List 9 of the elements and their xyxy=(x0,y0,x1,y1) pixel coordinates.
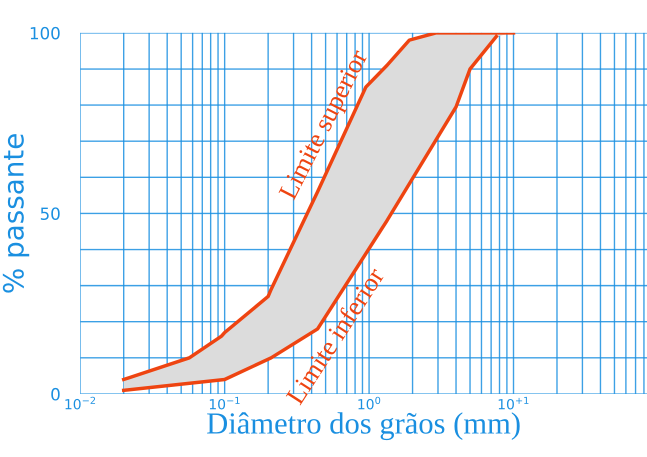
x-tick-label: 10$^{+1}$ xyxy=(498,396,528,410)
y-tick-label: 50 xyxy=(40,207,60,220)
y-tick-label: 0 xyxy=(51,388,60,401)
x-tick-label: 10$^{0}$ xyxy=(358,396,380,410)
y-axis-title: % passante xyxy=(2,134,30,293)
y-tick-label: 100 xyxy=(30,26,60,40)
x-axis-title: Diâmetro dos grãos (mm) xyxy=(207,412,520,440)
x-tick-label: 10$^{−1}$ xyxy=(210,396,240,410)
x-tick-label: 10$^{−2}$ xyxy=(65,396,96,410)
